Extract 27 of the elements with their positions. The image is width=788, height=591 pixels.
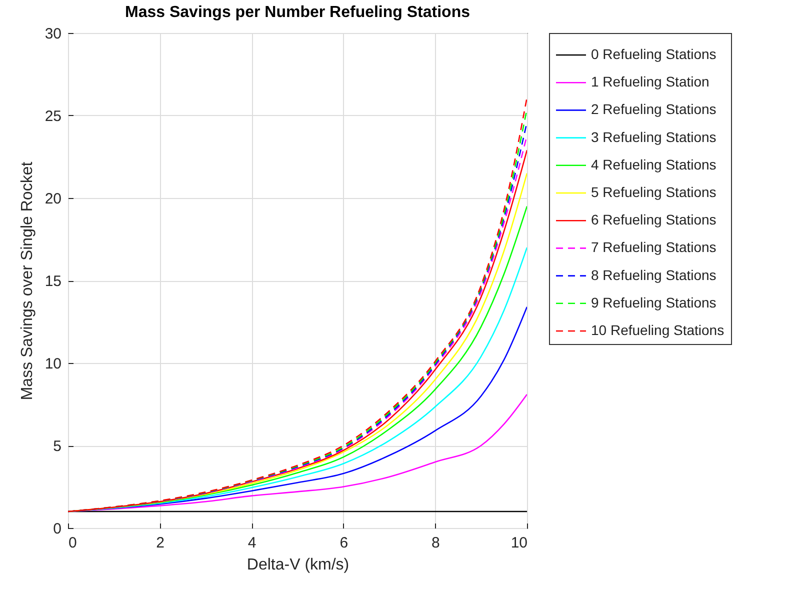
- y-tick-label: 5: [53, 438, 62, 455]
- legend-label: 1 Refueling Station: [591, 74, 710, 90]
- y-tick-label: 10: [44, 356, 62, 372]
- legend-label: 2 Refueling Stations: [591, 101, 716, 118]
- legend-label: 8 Refueling Stations: [591, 266, 716, 283]
- chart-title: Mass Savings per Number Refueling Stations: [125, 4, 470, 21]
- y-tick-label: 15: [44, 273, 62, 290]
- x-tick-label: 2: [156, 534, 164, 552]
- legend-label: 6 Refueling Stations: [591, 212, 716, 228]
- x-axis-title: Delta-V (km/s): [246, 556, 350, 574]
- legend-label: 10 Refueling Stations: [591, 322, 724, 338]
- legend-label: 4 Refueling Stations: [591, 156, 716, 172]
- x-tick-label: 6: [340, 534, 348, 552]
- y-tick-label: 20: [44, 190, 62, 208]
- x-tick-label: 8: [432, 534, 440, 552]
- y-axis-title: Mass Savings over Single Rocket: [18, 161, 36, 400]
- y-tick-label: 25: [44, 108, 62, 125]
- legend-label: 0 Refueling Stations: [591, 46, 716, 62]
- legend-label: 9 Refueling Stations: [591, 294, 716, 310]
- y-tick-label: 0: [53, 520, 62, 538]
- legend-label: 3 Refueling Stations: [591, 128, 716, 145]
- x-tick-label: 0: [68, 534, 77, 552]
- y-tick-label: 30: [44, 26, 62, 42]
- x-tick-label: 4: [248, 534, 256, 552]
- legend-label: 5 Refueling Stations: [591, 184, 716, 200]
- x-tick-label: 10: [510, 534, 528, 552]
- legend-label: 7 Refueling Stations: [591, 239, 716, 256]
